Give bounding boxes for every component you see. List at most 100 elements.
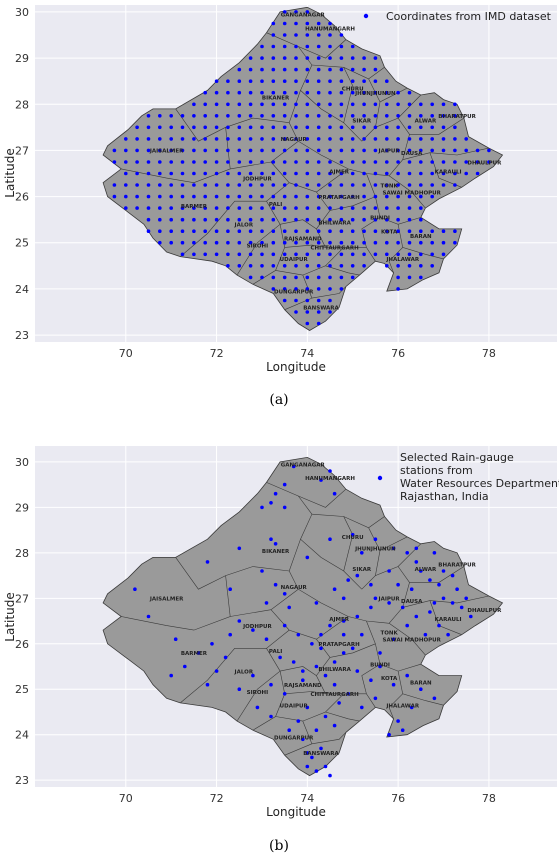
x-tick-label: 74	[300, 347, 314, 360]
district-label: BIKANER	[262, 96, 290, 102]
district-label: AJMER	[329, 617, 350, 623]
imd-point	[362, 264, 366, 268]
imd-point	[373, 160, 378, 164]
district-label: BUNDI	[370, 663, 390, 669]
rain-gauge-point	[405, 551, 410, 555]
imd-point	[271, 44, 276, 49]
imd-point	[385, 171, 389, 176]
imd-point	[260, 252, 264, 257]
imd-point	[192, 252, 196, 257]
imd-point	[169, 217, 173, 222]
district-label: HANUMANGARH	[305, 476, 355, 482]
imd-point	[260, 171, 264, 176]
district-label: JODHPUR	[242, 176, 272, 182]
imd-point	[260, 275, 264, 280]
imd-point	[282, 125, 287, 130]
imd-point	[271, 252, 276, 257]
imd-point	[339, 160, 344, 164]
district-label: KOTA	[381, 676, 398, 682]
rain-gauge-point	[319, 746, 323, 751]
imd-point	[180, 217, 185, 222]
imd-point	[362, 183, 366, 187]
rain-gauge-point	[282, 592, 287, 596]
imd-point	[316, 137, 321, 141]
imd-point	[282, 206, 287, 210]
imd-point	[339, 252, 344, 257]
rain-gauge-point	[282, 623, 287, 628]
imd-point	[316, 194, 321, 199]
rain-gauge-point	[459, 605, 464, 610]
district-boundary	[397, 671, 444, 706]
imd-point	[271, 264, 276, 268]
imd-point	[419, 171, 423, 176]
imd-point	[192, 217, 196, 222]
imd-point	[305, 252, 310, 257]
imd-point	[373, 206, 378, 210]
imd-point	[419, 148, 423, 153]
rain-gauge-point	[350, 646, 355, 651]
imd-point	[362, 102, 366, 107]
imd-point	[305, 194, 310, 199]
rain-gauge-point	[273, 582, 278, 587]
imd-point	[373, 137, 378, 141]
imd-point	[453, 171, 457, 176]
district-label: NAGAUR	[281, 137, 308, 143]
imd-point	[362, 229, 366, 233]
imd-point	[294, 160, 298, 164]
imd-point	[305, 10, 310, 14]
district-label: HANUMANGARH	[305, 26, 355, 32]
imd-point	[373, 194, 378, 199]
imd-point	[158, 206, 162, 210]
imd-point	[124, 206, 128, 210]
imd-point	[316, 275, 321, 280]
y-tick-label: 24	[15, 283, 29, 296]
imd-point	[260, 217, 264, 222]
rain-gauge-point	[323, 673, 328, 678]
rain-gauge-point	[228, 587, 232, 591]
imd-point	[192, 137, 196, 141]
imd-point	[316, 79, 321, 83]
rain-gauge-point	[360, 632, 364, 637]
district-boundary	[402, 147, 489, 160]
district-label: DHAULPUR	[467, 608, 502, 614]
district-label: PRATAPGARH	[318, 642, 360, 648]
x-ticks-a: 70 72 74 76 78	[119, 347, 496, 360]
rain-gauge-point	[210, 642, 214, 646]
district-label: BHILWARA	[318, 667, 351, 673]
imd-point	[328, 287, 332, 291]
imd-point	[350, 67, 355, 72]
imd-point	[158, 217, 162, 222]
imd-point	[294, 21, 298, 26]
imd-point	[419, 252, 423, 257]
imd-point	[226, 125, 230, 130]
imd-point	[248, 137, 253, 141]
imd-point	[430, 264, 435, 268]
imd-point	[282, 114, 287, 118]
imd-point	[192, 183, 196, 187]
imd-point	[226, 229, 230, 233]
imd-point	[226, 240, 230, 245]
imd-point	[271, 21, 276, 26]
imd-point	[339, 240, 344, 245]
imd-point	[328, 229, 332, 233]
imd-point	[339, 148, 344, 153]
imd-point	[316, 321, 321, 326]
rain-gauge-point	[328, 469, 332, 473]
rain-gauge-point	[196, 651, 201, 655]
imd-point	[260, 148, 264, 153]
imd-point	[135, 206, 139, 210]
rain-gauge-point	[350, 532, 355, 537]
rain-gauge-point	[396, 582, 400, 587]
imd-point	[396, 160, 400, 164]
district-label: CHITTAURGARH	[310, 692, 359, 698]
imd-point	[328, 33, 332, 37]
imd-point	[328, 67, 332, 72]
imd-point	[328, 137, 332, 141]
imd-point	[237, 217, 242, 222]
imd-point	[419, 160, 423, 164]
district-label: JALOR	[234, 223, 254, 229]
imd-point	[146, 171, 151, 176]
rain-gauge-point	[287, 605, 292, 610]
imd-point	[305, 114, 310, 118]
